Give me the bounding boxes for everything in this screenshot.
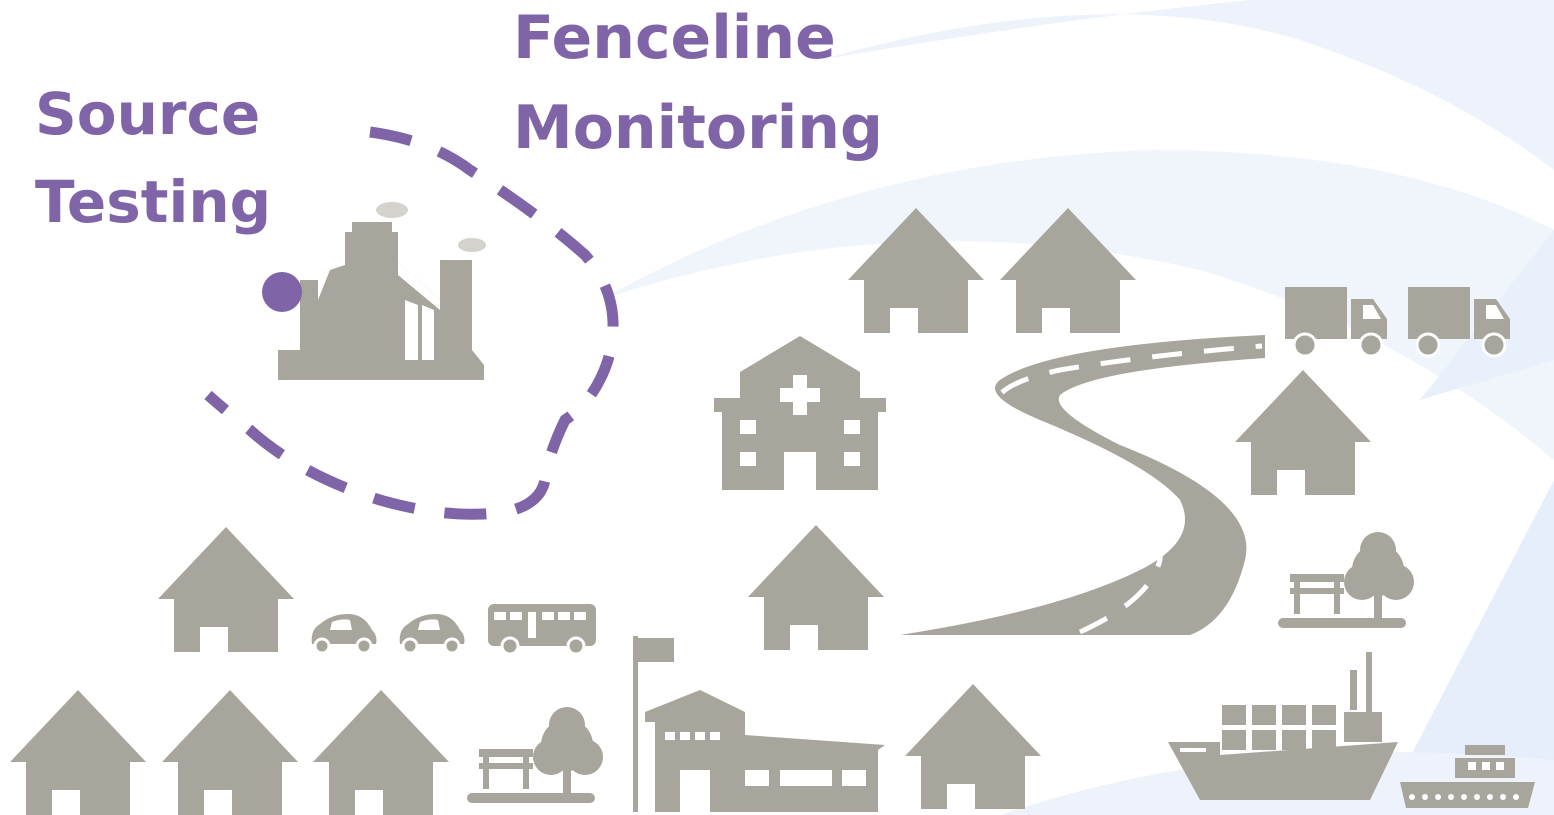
source-label: Source [35, 80, 260, 148]
illustration: Fenceline Monitoring Source Testing [0, 0, 1554, 815]
road [900, 335, 1265, 635]
ship [1168, 652, 1398, 800]
school [633, 636, 885, 812]
source-point [262, 272, 302, 312]
fenceline-label: Fenceline [513, 3, 836, 73]
fenceline-label: Monitoring [513, 93, 883, 163]
hospital [714, 336, 886, 490]
vehicles [312, 604, 596, 654]
source-label: Testing [35, 168, 271, 236]
factory [278, 202, 486, 380]
